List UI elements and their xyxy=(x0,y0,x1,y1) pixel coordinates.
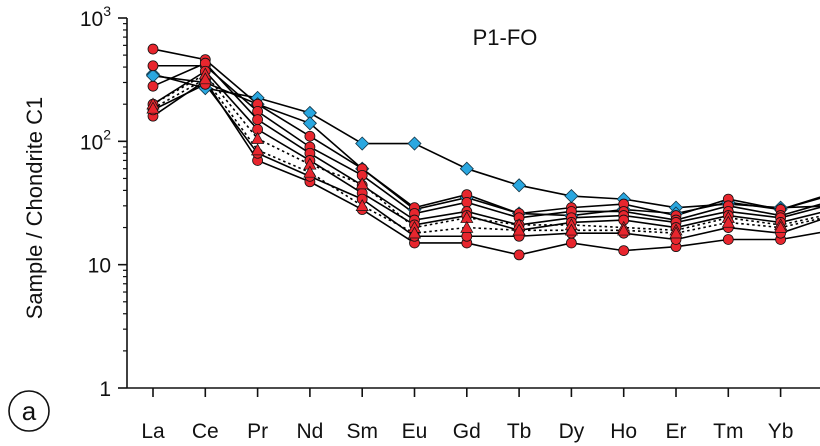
data-point-triangle xyxy=(251,143,265,156)
data-point-triangle xyxy=(146,101,160,114)
x-tick-label: Tb xyxy=(507,420,532,443)
x-tick-label: Ho xyxy=(610,420,637,443)
y-tick-label: 10 xyxy=(88,255,111,278)
series-line xyxy=(152,62,820,226)
data-point-diamond xyxy=(355,136,370,151)
series-layer xyxy=(145,43,820,261)
data-point-triangle xyxy=(721,215,735,228)
x-tick-label: Ce xyxy=(192,420,219,443)
y-tick-label: 103 xyxy=(80,3,111,31)
data-point-circle xyxy=(147,80,159,92)
x-tick-label: Nd xyxy=(296,420,323,443)
y-tick-label: 102 xyxy=(80,126,111,154)
x-tick-label: Tm xyxy=(713,420,743,443)
data-point-triangle xyxy=(303,165,317,178)
series-line xyxy=(153,64,820,221)
data-point-diamond xyxy=(564,188,579,204)
data-point-diamond xyxy=(302,116,317,131)
data-point-circle xyxy=(147,60,159,72)
data-point-circle xyxy=(252,114,264,126)
data-point-circle xyxy=(513,249,525,261)
panel-letter-circle xyxy=(8,390,50,432)
data-point-triangle xyxy=(251,131,265,144)
data-point-triangle xyxy=(617,223,631,236)
y-tick-label: 1 xyxy=(99,378,111,401)
panel-letter: a xyxy=(22,396,37,426)
y-axis-label: Sample / Chondrite C1 xyxy=(22,97,47,320)
data-point-circle xyxy=(461,196,473,208)
data-point-circle xyxy=(461,230,473,242)
data-point-triangle xyxy=(774,220,788,233)
data-point-diamond xyxy=(145,68,161,83)
data-point-triangle xyxy=(355,199,369,211)
data-point-triangle xyxy=(564,223,578,236)
x-tick-label: Eu xyxy=(402,420,428,443)
series-line xyxy=(152,77,820,235)
data-point-circle xyxy=(566,237,577,249)
series-line xyxy=(152,70,820,232)
data-point-triangle xyxy=(512,223,526,236)
chart-title: P1-FO xyxy=(473,25,538,50)
series-line xyxy=(152,48,820,217)
panel-letter-badge: a xyxy=(8,390,50,432)
x-tick-label: Gd xyxy=(453,420,481,443)
x-tick-label: Sm xyxy=(346,420,378,443)
data-point-triangle xyxy=(669,226,683,239)
data-point-circle xyxy=(304,130,316,142)
series-line xyxy=(152,83,820,241)
data-point-circle xyxy=(147,43,159,55)
x-tick-label: Er xyxy=(666,420,687,443)
data-point-triangle xyxy=(407,226,422,239)
data-point-triangle xyxy=(460,220,474,233)
axes: 110102103LaCePrNdSmEuGdTbDyHoErTmYbLu xyxy=(80,3,820,443)
data-point-diamond xyxy=(512,178,527,193)
data-point-triangle xyxy=(355,177,369,190)
series-line xyxy=(152,74,820,217)
x-tick-label: Pr xyxy=(247,420,268,443)
data-point-circle xyxy=(722,234,734,245)
data-point-diamond xyxy=(407,136,422,151)
x-tick-label: Dy xyxy=(559,420,585,443)
data-point-diamond xyxy=(459,161,474,176)
x-tick-label: La xyxy=(141,420,165,443)
data-point-triangle xyxy=(198,72,212,85)
series-line xyxy=(152,79,820,256)
data-point-circle xyxy=(618,245,630,257)
series-line xyxy=(152,73,820,232)
x-tick-label: Yb xyxy=(768,420,794,443)
